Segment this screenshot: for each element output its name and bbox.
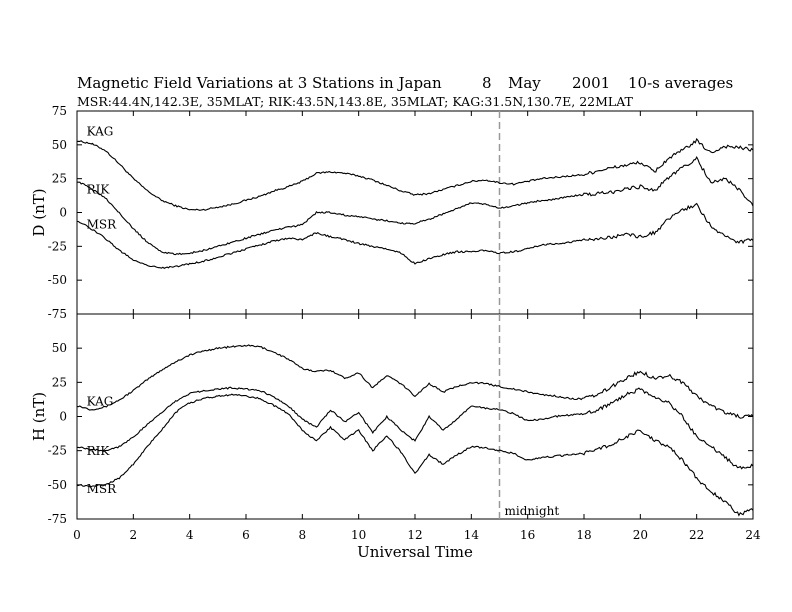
- averaging-label: 10-s averages: [628, 74, 733, 92]
- panels: 75 50 25 0 -25 -50 -75 D (nT) KAG RIK MSR 50 25 0 -25 -…: [30, 104, 754, 526]
- x-tick-label: 18: [576, 528, 591, 542]
- date-year: 2001: [572, 74, 610, 92]
- y-tick-label: -50: [48, 273, 67, 287]
- y-tick-label: 50: [52, 341, 67, 355]
- y-tick-label: -75: [48, 307, 67, 321]
- panel-frame: [76, 313, 754, 520]
- y-tick-label: -75: [48, 512, 67, 526]
- panel-1: 50 25 0 -25 -50 -75 H (nT) KAG RIK MSR: [30, 313, 754, 526]
- y-axis-label: H (nT): [30, 392, 48, 441]
- station-label-rik: RIK: [87, 183, 111, 197]
- x-tick-label: 12: [407, 528, 422, 542]
- x-tick-label: 16: [520, 528, 535, 542]
- x-tick-label: 24: [745, 528, 761, 542]
- trace-kag: [76, 344, 754, 419]
- trace-rik: [77, 155, 754, 256]
- panel-frame: [76, 110, 754, 315]
- x-tick-label: 8: [299, 528, 307, 542]
- x-tick-label: 22: [689, 528, 704, 542]
- y-tick-label: 0: [59, 206, 67, 220]
- x-tick-label: 20: [633, 528, 648, 542]
- station-label-kag: KAG: [87, 124, 114, 138]
- x-tick-label: 4: [186, 528, 194, 542]
- y-tick-label: 25: [52, 375, 67, 389]
- x-axis: 0 2 4 6 8 10 12 14 16 18 20 22 24: [73, 528, 761, 542]
- x-tick-label: 2: [130, 528, 138, 542]
- x-axis-label: Universal Time: [357, 543, 473, 561]
- y-tick-label: -25: [48, 444, 67, 458]
- y-tick-label: -25: [48, 239, 67, 253]
- trace-msr: [76, 393, 754, 517]
- trace-rik: [77, 386, 754, 470]
- x-tick-label: 0: [73, 528, 81, 542]
- y-tick-label: 75: [52, 104, 67, 118]
- date-day: 8: [482, 74, 492, 92]
- trace-kag: [76, 137, 754, 211]
- station-label-msr: MSR: [87, 218, 118, 232]
- chart-title: Magnetic Field Variations at 3 Stations …: [77, 74, 442, 92]
- x-tick-label: 6: [242, 528, 250, 542]
- y-tick-label: 0: [59, 410, 67, 424]
- y-axis-label: D (nT): [30, 188, 48, 236]
- panel-0: 75 50 25 0 -25 -50 -75 D (nT) KAG RIK MSR: [30, 104, 754, 321]
- y-tick-label: 50: [52, 138, 67, 152]
- station-label-rik: RIK: [87, 444, 111, 458]
- x-tick-label: 10: [351, 528, 366, 542]
- y-tick-label: -50: [48, 478, 67, 492]
- date-month: May: [508, 74, 541, 92]
- y-tick-label: 25: [52, 172, 67, 186]
- station-label-msr: MSR: [87, 482, 118, 496]
- station-label-kag: KAG: [87, 395, 114, 409]
- midnight-label: midnight: [505, 504, 560, 518]
- x-tick-label: 14: [464, 528, 480, 542]
- stations-subtitle: MSR:44.4N,142.3E, 35MLAT; RIK:43.5N,143.…: [77, 94, 634, 109]
- trace-msr: [76, 202, 754, 269]
